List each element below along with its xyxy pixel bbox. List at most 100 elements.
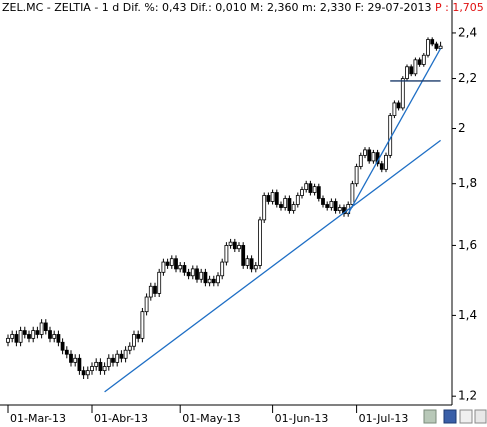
candle-body: [266, 195, 271, 202]
candle-body: [77, 357, 82, 372]
candle-body: [52, 334, 57, 339]
candle-body: [426, 39, 430, 56]
x-tick-label: 01-May-13: [182, 412, 240, 425]
candle-body: [203, 271, 208, 284]
pin-icon[interactable]: [459, 409, 473, 424]
candle-body: [69, 353, 73, 363]
plot-area: [6, 37, 443, 393]
candle-body: [392, 102, 397, 116]
candle-body: [144, 296, 149, 313]
y-tick-label: 2,4: [458, 25, 477, 39]
candle-body: [48, 330, 52, 339]
candle-body: [115, 353, 120, 363]
candle-body: [43, 322, 48, 331]
candle-body: [140, 311, 145, 339]
candle-body: [316, 186, 321, 199]
candle-body: [434, 43, 439, 49]
candle-body: [39, 322, 44, 335]
candle-body: [342, 207, 346, 215]
candle-body: [81, 370, 86, 376]
price-label: P : 1,705: [435, 1, 484, 14]
y-tick-label: 1,4: [458, 308, 477, 322]
candle-body: [329, 201, 334, 208]
y-tick-label: 2,2: [458, 71, 477, 85]
candle-body: [186, 271, 191, 277]
candle-body: [232, 241, 237, 250]
candle-body: [182, 265, 187, 273]
candle-body: [199, 271, 204, 280]
candle-body: [304, 183, 309, 190]
trendline: [104, 139, 441, 393]
candle-body: [169, 258, 174, 266]
candle-body: [379, 163, 384, 170]
y-tick-label: 1,2: [458, 389, 477, 403]
candle-body: [300, 189, 304, 196]
candle-body: [119, 353, 124, 359]
trendline: [347, 48, 442, 214]
save-icon[interactable]: [443, 409, 457, 424]
candle-body: [211, 278, 216, 284]
candle-body: [220, 261, 225, 277]
candle-body: [295, 195, 300, 205]
y-tick-label: 1,6: [458, 238, 477, 252]
candle-body: [321, 198, 325, 205]
candle-body: [27, 334, 31, 339]
candle-body: [337, 207, 342, 211]
candle-body: [430, 39, 435, 45]
candle-body: [438, 45, 443, 49]
candle-body: [22, 330, 27, 335]
title-text: ZEL.MC - ZELTIA - 1 d Dif. %: 0,43 Dif.:…: [2, 1, 431, 14]
candle-body: [14, 334, 19, 343]
candle-body: [249, 258, 254, 270]
candle-body: [157, 271, 162, 294]
candle-body: [136, 334, 141, 339]
x-axis-band: [0, 405, 487, 427]
candle-body: [132, 334, 136, 347]
candle-body: [153, 285, 157, 294]
candle-body: [10, 334, 15, 339]
candle-body: [85, 370, 90, 376]
candle-body: [274, 192, 279, 205]
candle-body: [363, 149, 367, 156]
candle-body: [291, 204, 296, 211]
candle-body: [421, 54, 426, 65]
candle-body: [98, 361, 103, 372]
candle-body: [405, 66, 409, 79]
candle-body: [358, 154, 363, 167]
y-tick-label: 1,8: [458, 176, 477, 190]
candle-body: [283, 198, 288, 208]
candle-body: [350, 183, 355, 205]
icon[interactable]: [423, 409, 437, 424]
candle-body: [60, 341, 65, 351]
candle-body: [31, 330, 36, 339]
candle-body: [400, 78, 405, 109]
candle-body: [64, 349, 69, 355]
candle-body: [253, 265, 258, 270]
candle-body: [35, 330, 40, 335]
candle-body: [111, 357, 115, 363]
resize-icon[interactable]: [474, 409, 487, 424]
candle-body: [178, 265, 183, 270]
candle-body: [409, 66, 414, 75]
candle-body: [190, 268, 195, 277]
candle-body: [417, 59, 422, 65]
candle-body: [123, 349, 128, 359]
candle-body: [174, 258, 178, 270]
candle-body: [308, 183, 313, 193]
x-tick-label: 01-Abr-13: [94, 412, 148, 425]
toolbar-icons: [423, 409, 487, 424]
candle-body: [354, 166, 359, 185]
candle-body: [148, 285, 153, 298]
candle-body: [279, 204, 283, 208]
y-tick-label: 2: [458, 121, 466, 135]
candle-body: [216, 275, 220, 284]
candle-body: [161, 261, 166, 273]
candle-body: [195, 268, 199, 280]
candle-body: [224, 245, 229, 263]
candle-body: [258, 219, 262, 266]
candle-body: [245, 258, 250, 266]
candle-body: [396, 102, 401, 109]
candle-body: [333, 201, 338, 211]
